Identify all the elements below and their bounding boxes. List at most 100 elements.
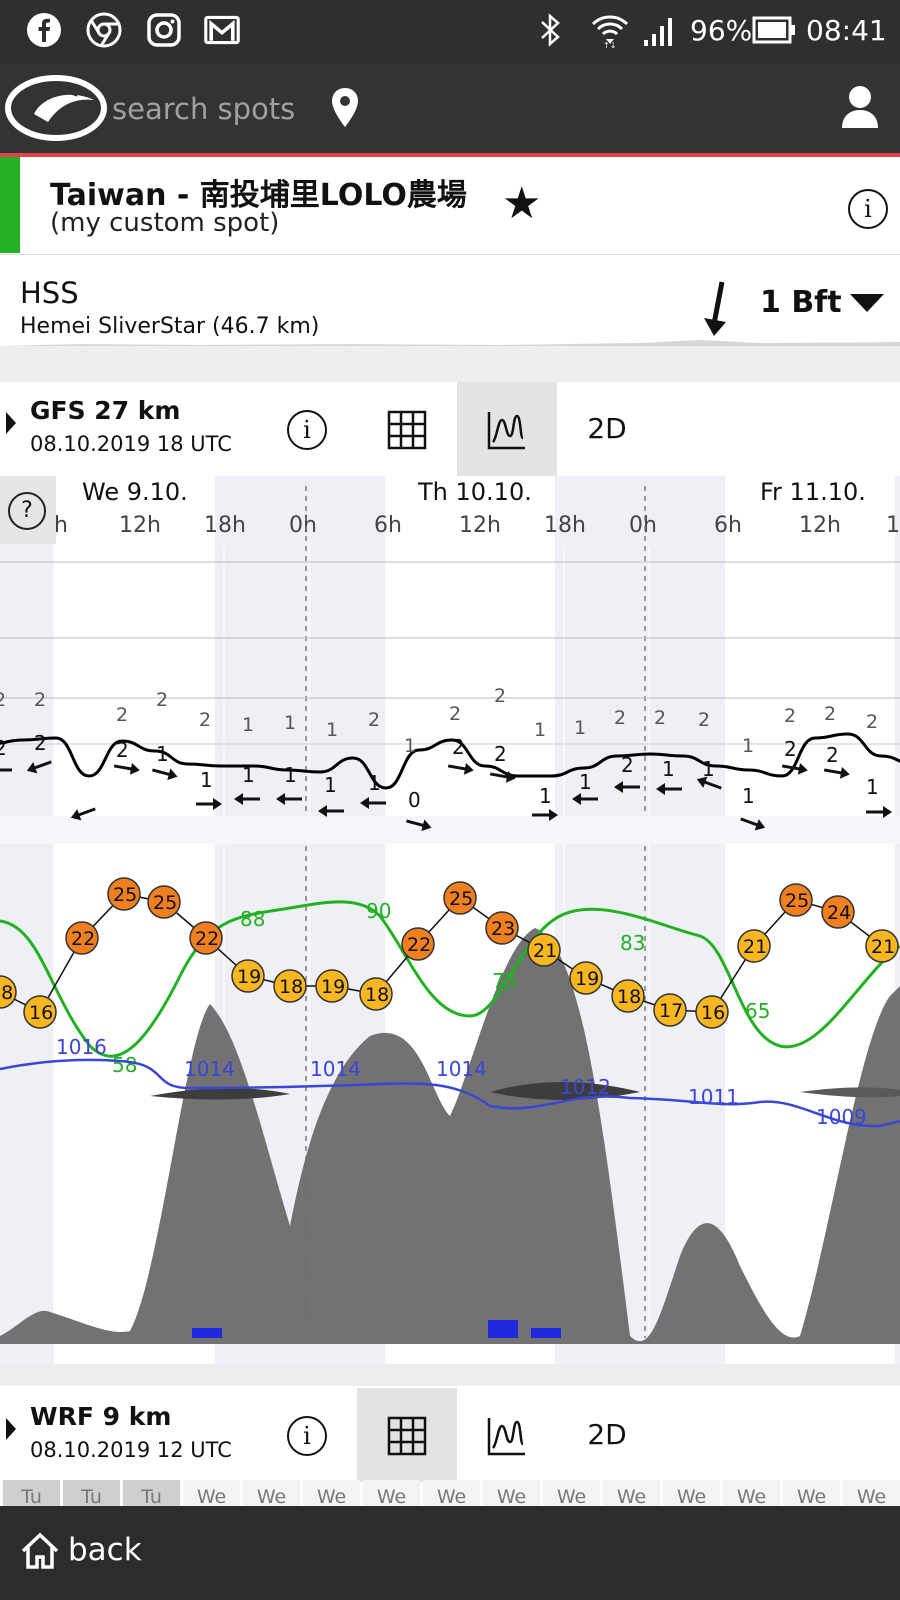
gfs-graph-view-tab[interactable] <box>457 382 557 476</box>
pressure-label: 1014 <box>436 1057 487 1081</box>
gfs-table-view-tab[interactable] <box>357 382 457 476</box>
wrf-day-cell: We <box>843 1480 900 1506</box>
gfs-model-date: 08.10.2019 18 UTC <box>30 432 232 456</box>
wrf-2d-view-tab[interactable]: 2D <box>557 1388 657 1482</box>
wind-gust-label: 2 <box>116 704 128 726</box>
wind-arrow-head <box>572 793 581 805</box>
wrf-model-name[interactable]: WRF 9 km <box>30 1402 172 1431</box>
wind-gust-label: 2 <box>784 705 796 727</box>
logo-icon[interactable] <box>4 74 108 142</box>
wind-gust-label: 2 <box>866 711 878 733</box>
wind-arrow-icon <box>572 793 598 805</box>
wind-speed-label: 2 <box>621 753 634 777</box>
wrf-day-cell: We <box>663 1480 720 1506</box>
wind-arrow-icon <box>489 770 516 783</box>
section-gap <box>0 1364 900 1386</box>
temperature-value: 24 <box>827 902 851 924</box>
wind-arrow-head <box>318 805 327 817</box>
pressure-label: 1016 <box>56 1035 107 1059</box>
wind-speed-label: 1 <box>242 763 255 787</box>
expand-wrf-icon[interactable] <box>6 1418 16 1440</box>
grid-icon <box>387 1416 427 1456</box>
wind-arrow-shaft <box>823 768 845 775</box>
humidity-label: 88 <box>240 907 265 931</box>
wind-speed-label: 1 <box>284 763 297 787</box>
wind-arrow-shaft <box>31 760 52 771</box>
search-input[interactable] <box>110 86 324 132</box>
wind-arrow-icon <box>781 762 808 775</box>
station-name[interactable]: Hemei SliverStar (46.7 km) <box>20 314 320 339</box>
temperature-circle <box>569 961 603 995</box>
gfs-model-name[interactable]: GFS 27 km <box>30 396 181 425</box>
temperature-circle <box>273 969 307 1003</box>
facebook-icon <box>27 13 61 47</box>
pressure-label: 1014 <box>184 1057 235 1081</box>
pressure-label: 1011 <box>688 1085 739 1109</box>
wind-speed-label: 2 <box>0 736 7 760</box>
wind-arrow-icon <box>823 766 850 779</box>
wind-arrow-head <box>276 793 285 805</box>
wind-arrow-shaft <box>152 768 173 777</box>
home-icon[interactable] <box>20 1532 60 1570</box>
temperature-value: 19 <box>575 968 599 990</box>
night-band <box>895 476 900 1364</box>
wrf-info-icon[interactable]: i <box>287 1416 327 1456</box>
wind-arrow-head <box>234 793 243 805</box>
hour-tick-label: 6h <box>374 513 402 538</box>
wind-gust-label: 2 <box>698 709 710 731</box>
user-icon[interactable] <box>840 84 880 130</box>
wind-speed-label: 1 <box>324 773 337 797</box>
accent-line <box>0 153 900 157</box>
temperature-circle <box>65 921 99 955</box>
hour-tick-label: 0h <box>289 513 317 538</box>
wind-gust-label: 1 <box>574 717 586 739</box>
gfs-info-icon[interactable]: i <box>287 410 327 450</box>
help-button[interactable]: ? <box>0 476 56 544</box>
wind-arrow-icon <box>0 768 12 772</box>
wrf-day-cell: We <box>303 1480 360 1506</box>
temperature-circle <box>443 881 477 915</box>
temperature-circle <box>737 929 771 963</box>
temperature-circle <box>23 995 57 1029</box>
gfs-2d-view-tab[interactable]: 2D <box>557 382 657 476</box>
wrf-day-cell: Tu <box>3 1480 60 1506</box>
pressure-label: 1009 <box>816 1105 867 1129</box>
wind-arrow-icon <box>696 776 722 790</box>
wind-gust-label: 2 <box>34 689 46 711</box>
wrf-graph-view-tab[interactable] <box>457 1388 557 1482</box>
wind-arrow-shaft <box>113 764 135 771</box>
wind-arrow-head <box>549 809 558 821</box>
wind-gust-label: 2 <box>614 707 626 729</box>
wind-unit-select[interactable]: 1 Bft <box>760 285 842 320</box>
temperature-value: 18 <box>617 986 641 1008</box>
temperature-circle <box>231 959 265 993</box>
temperature-circle <box>653 993 687 1027</box>
expand-gfs-icon[interactable] <box>6 412 16 434</box>
hour-tick-label: 18 <box>886 513 900 538</box>
location-pin-icon[interactable] <box>330 86 360 130</box>
wind-speed-label: 1 <box>662 757 675 781</box>
pressure-line <box>0 1058 900 1128</box>
spot-info-icon[interactable]: i <box>848 189 888 229</box>
wrf-table-view-tab[interactable] <box>357 1388 457 1482</box>
wind-gust-label: 1 <box>284 712 296 734</box>
wind-arrow-head <box>463 762 474 775</box>
wrf-day-cell: We <box>543 1480 600 1506</box>
wrf-day-cell: We <box>723 1480 780 1506</box>
wind-arrow-shaft <box>447 764 469 771</box>
temperature-value: 23 <box>491 918 515 940</box>
wind-arrow-shaft <box>781 764 803 771</box>
favorite-star-icon[interactable]: ★ <box>502 178 542 229</box>
hour-tick-label: 12h <box>459 513 501 538</box>
wind-arrow-head <box>505 770 516 783</box>
back-button[interactable]: back <box>68 1532 142 1568</box>
rain-bar <box>192 1328 222 1338</box>
temperature-line <box>0 893 883 1013</box>
chevron-down-icon[interactable] <box>850 294 884 312</box>
wind-band <box>0 816 900 844</box>
temperature-value: 25 <box>449 888 473 910</box>
spot-subtitle: (my custom spot) <box>50 208 280 238</box>
station-code[interactable]: HSS <box>20 276 79 310</box>
wind-arrow-icon <box>234 793 260 805</box>
hour-tick-label: 18h <box>204 513 246 538</box>
